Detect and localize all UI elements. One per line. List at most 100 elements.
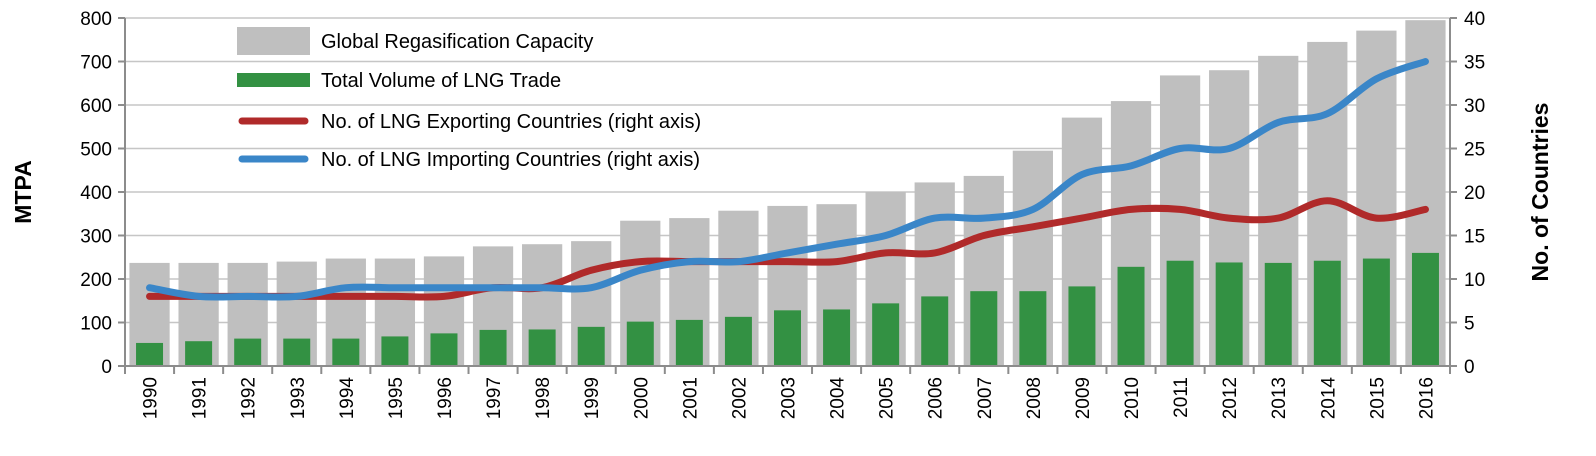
importing-point	[590, 286, 593, 289]
x-tick-label: 2005	[877, 377, 898, 419]
importing-point	[295, 295, 298, 298]
y-tick-label: 800	[80, 9, 112, 30]
importing-point	[1277, 121, 1280, 124]
x-tick-label: 2000	[631, 377, 652, 419]
exporting-point	[1031, 225, 1034, 228]
x-tick-label: 2013	[1269, 377, 1290, 419]
exporting-point	[1179, 208, 1182, 211]
exporting-point	[393, 295, 396, 298]
lng-trade-bar	[283, 338, 311, 366]
x-tick-label: 1997	[484, 377, 505, 419]
lng-trade-bar	[1019, 291, 1047, 366]
exporting-point	[884, 251, 887, 254]
exporting-point	[933, 251, 936, 254]
y2-tick-label: 10	[1464, 270, 1485, 291]
importing-point	[982, 217, 985, 220]
importing-point	[688, 260, 691, 263]
importing-point	[835, 243, 838, 246]
y-tick-label: 300	[80, 227, 112, 248]
legend: Global Regasification Capacity Total Volu…	[237, 27, 701, 171]
lng-trade-bar	[823, 309, 851, 366]
legend-label: No. of LNG Exporting Countries (right ax…	[321, 111, 701, 133]
legend-label: Total Volume of LNG Trade	[321, 70, 561, 92]
x-tick-label: 1992	[239, 377, 260, 419]
importing-point	[541, 286, 544, 289]
lng-trade-bar	[626, 321, 654, 366]
lng-trade-bar	[675, 319, 703, 366]
exporting-point	[590, 269, 593, 272]
y-tick-label: 400	[80, 183, 112, 204]
exporting-point	[1424, 208, 1427, 211]
y2-tick-label: 15	[1464, 227, 1485, 248]
y-tick-label: 600	[80, 96, 112, 117]
exporting-point	[786, 260, 789, 263]
y-axis-title: MTPA	[10, 160, 36, 223]
lng-trade-bar	[921, 296, 949, 366]
y2-tick-label: 40	[1464, 9, 1485, 30]
importing-point	[1424, 60, 1427, 63]
lng-trade-bar	[1117, 266, 1145, 366]
x-tick-label: 2001	[680, 377, 701, 419]
x-tick-label: 2006	[926, 377, 947, 419]
importing-point	[1130, 164, 1133, 167]
lng-trade-bar	[1068, 286, 1096, 366]
lng-trade-bar	[185, 341, 213, 366]
importing-point	[1080, 173, 1083, 176]
y-tick-label: 500	[80, 140, 112, 161]
lng-trade-bar	[332, 338, 360, 366]
legend-swatch	[237, 73, 310, 87]
lng-trade-bar	[1166, 260, 1194, 366]
lng-trade-bar	[234, 338, 262, 366]
lines	[146, 58, 1429, 301]
exporting-point	[1326, 199, 1329, 202]
exporting-point	[442, 295, 445, 298]
x-tick-label: 2011	[1171, 377, 1192, 418]
exporting-point	[344, 295, 347, 298]
lng-trade-bar	[774, 310, 801, 366]
exporting-countries-line	[146, 197, 1429, 301]
importing-point	[737, 260, 740, 263]
exporting-point	[835, 260, 838, 263]
x-tick-label: 2007	[975, 377, 996, 419]
x-tick-label: 2015	[1367, 377, 1388, 419]
lng-trade-bar	[430, 333, 458, 366]
x-tick-label: 2004	[828, 377, 849, 420]
importing-point	[933, 217, 936, 220]
importing-point	[246, 295, 249, 298]
x-tick-label: 1999	[582, 377, 603, 419]
x-tick-label: 2012	[1220, 377, 1241, 419]
x-tick-label: 2010	[1122, 377, 1143, 419]
importing-point	[1375, 77, 1378, 80]
x-tick-label: 1993	[288, 377, 309, 419]
lng-trade-bar	[577, 326, 605, 366]
lng-trade-bar	[381, 336, 409, 366]
y2-tick-label: 25	[1464, 140, 1485, 161]
exporting-point	[1130, 208, 1133, 211]
lng-trade-bar	[528, 329, 556, 366]
x-tick-label: 2016	[1416, 377, 1437, 419]
x-tick-label: 1996	[435, 377, 456, 419]
legend-label: No. of LNG Importing Countries (right ax…	[321, 149, 700, 171]
exporting-point	[639, 260, 642, 263]
x-tick-label: 2008	[1024, 377, 1045, 419]
y2-tick-label: 35	[1464, 53, 1485, 74]
importing-point	[442, 286, 445, 289]
lng-trade-bar	[724, 316, 752, 366]
y-tick-label: 0	[101, 357, 112, 378]
y2-tick-label: 30	[1464, 96, 1485, 117]
exporting-point	[982, 234, 985, 237]
importing-point	[1179, 147, 1182, 150]
lng-trade-bar	[136, 342, 164, 366]
y-tick-label: 200	[80, 270, 112, 291]
x-tick-label: 1990	[141, 377, 162, 419]
importing-point	[492, 286, 495, 289]
lng-trade-bar	[1411, 252, 1439, 366]
y-tick-label: 100	[80, 314, 112, 335]
lng-trade-bar	[1264, 262, 1292, 366]
x-tick-label: 1998	[533, 377, 554, 419]
importing-point	[197, 295, 200, 298]
legend-swatch	[237, 27, 310, 55]
importing-point	[148, 286, 151, 289]
importing-point	[786, 251, 789, 254]
